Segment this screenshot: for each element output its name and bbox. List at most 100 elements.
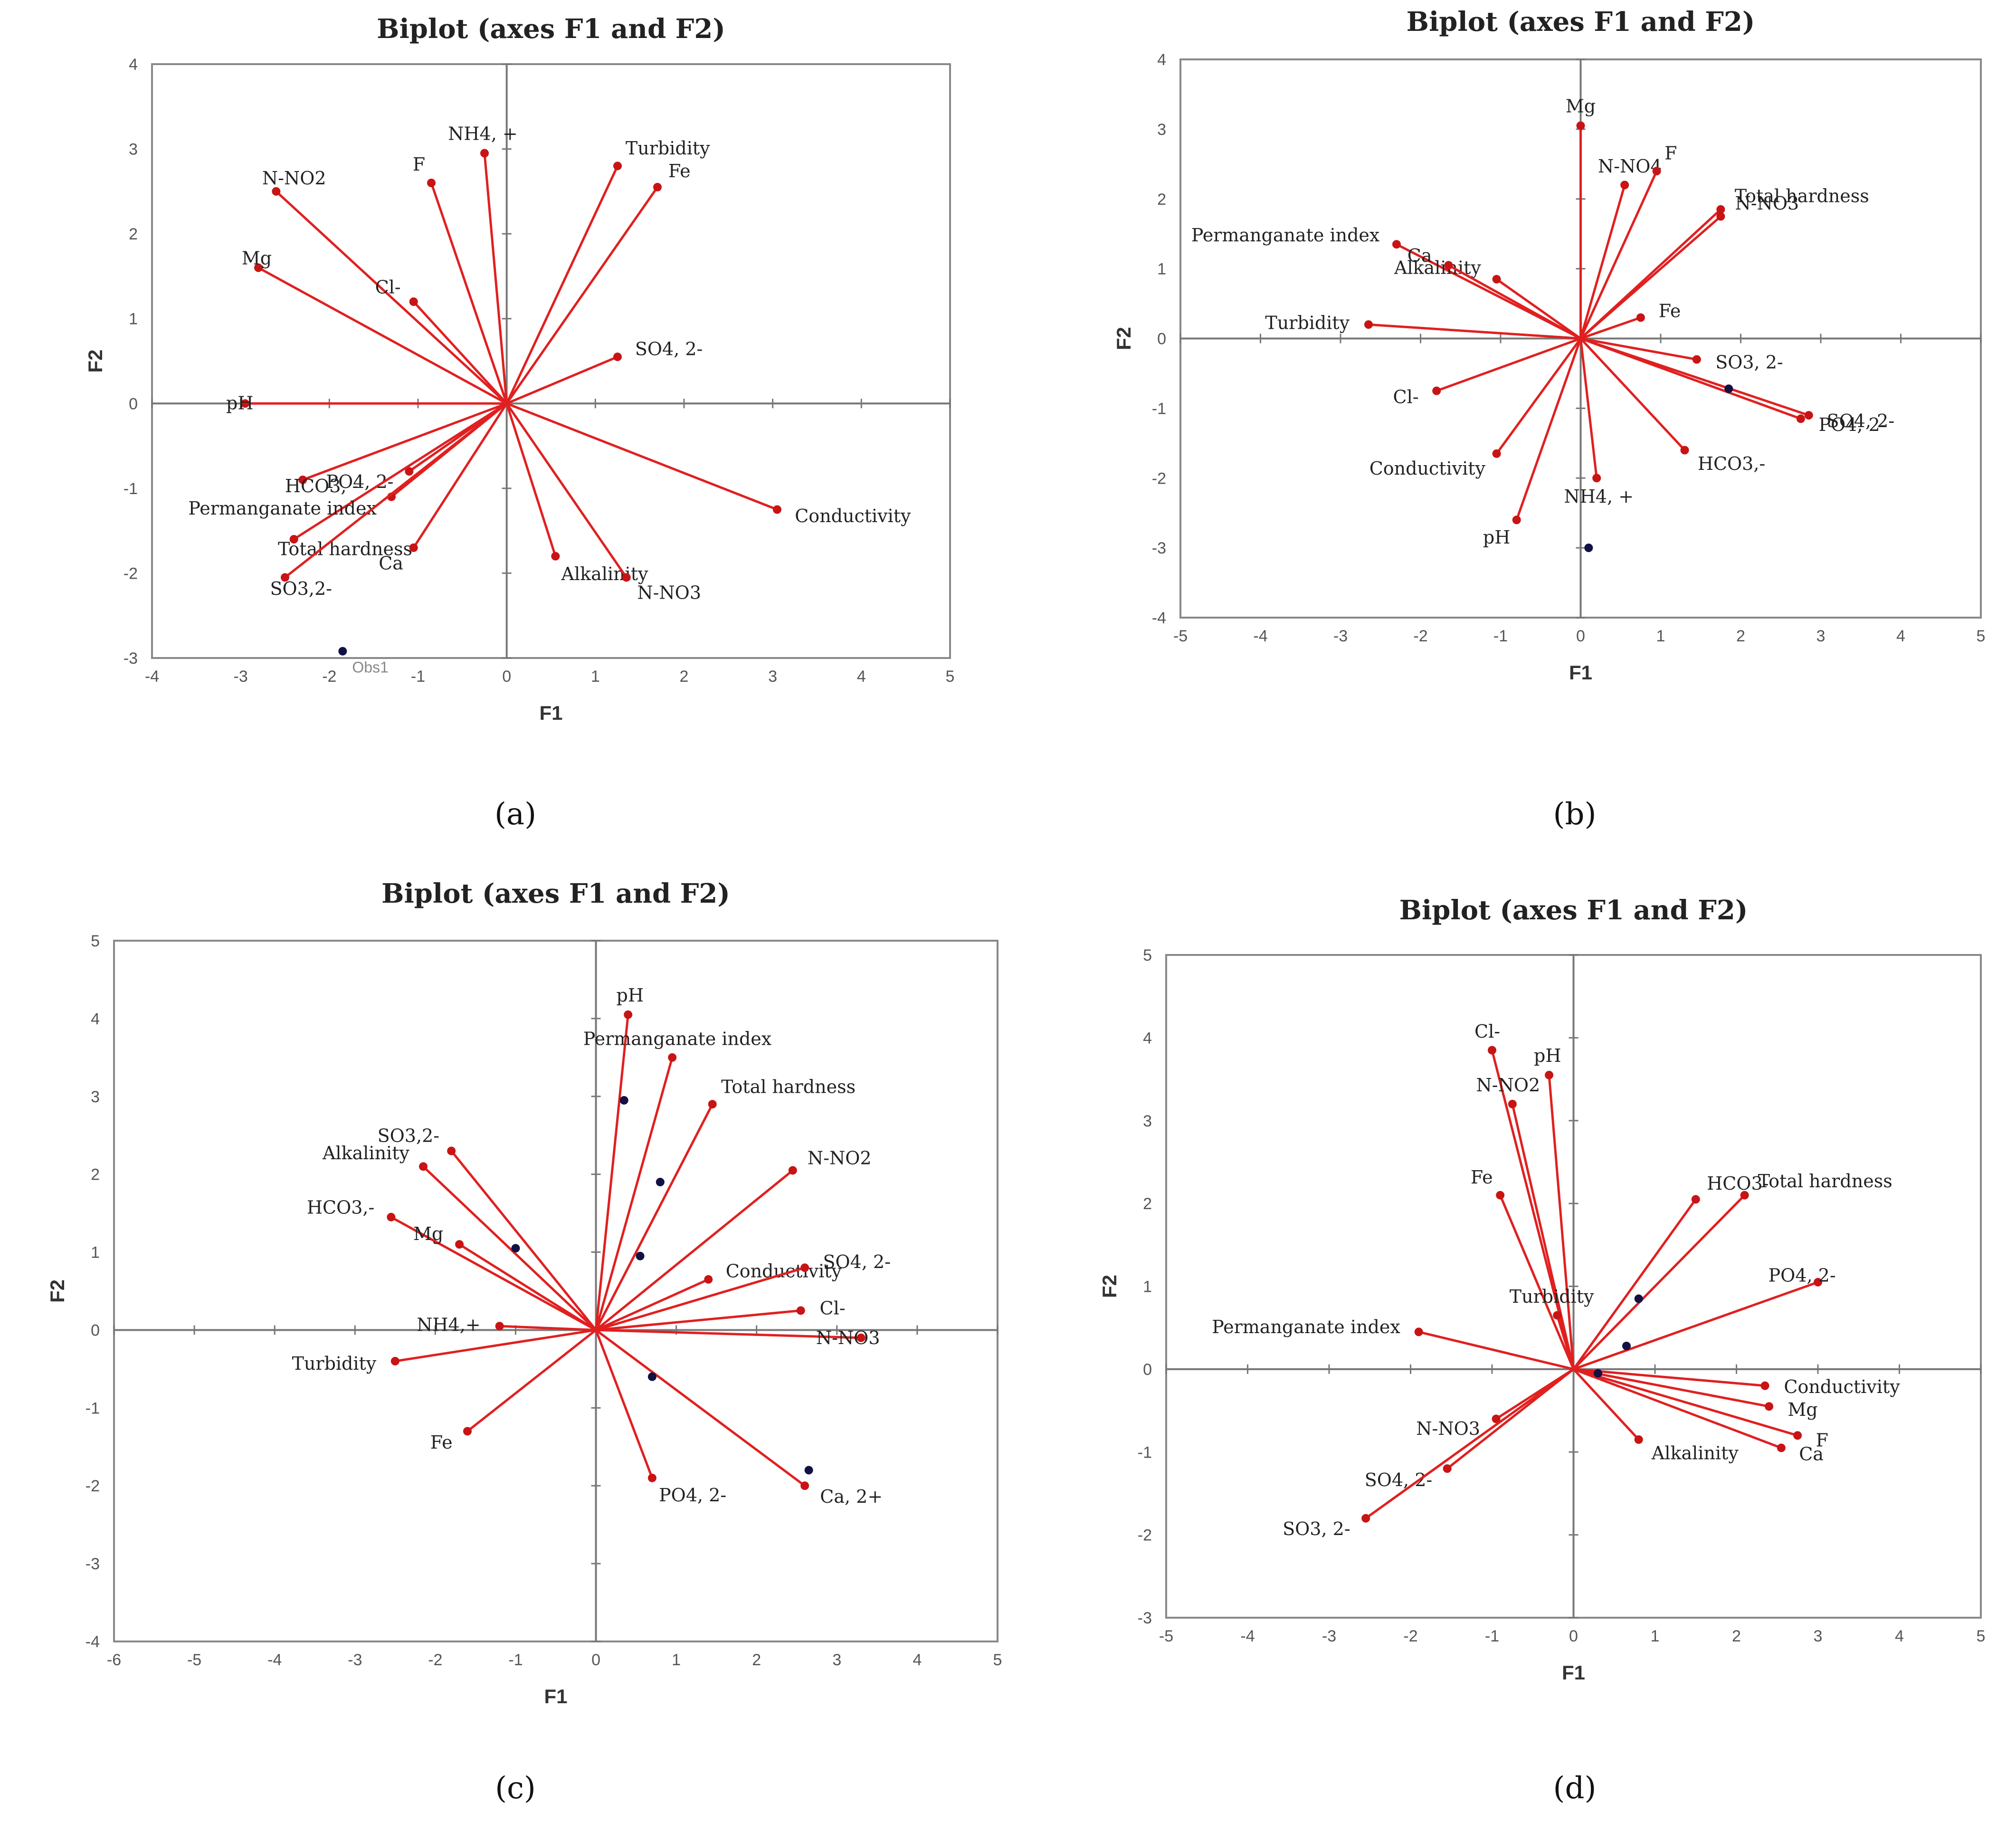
observation-point [647, 1372, 656, 1381]
vector-tip-cl [796, 1306, 805, 1315]
y-axis-label: F2 [1098, 1275, 1121, 1298]
vector-label-ca: Ca [1407, 245, 1432, 266]
vector-tip-fe [1496, 1191, 1505, 1200]
y-tick-label: 3 [1157, 121, 1166, 139]
vector-label-conductivity: Conductivity [1369, 458, 1486, 479]
x-tick-label: -1 [508, 1651, 523, 1669]
loading-vector-total-hardness [595, 1104, 713, 1331]
loading-vector-total-hardness [1572, 1194, 1746, 1370]
vector-label-hco3: HCO3,- [307, 1197, 374, 1218]
vector-tip-po4-2 [1814, 1278, 1822, 1287]
vector-tip-nh4 [480, 149, 489, 158]
vector-label-so4-2: SO4, 2- [635, 339, 703, 360]
vector-label-n-no3: N-NO3 [637, 582, 701, 603]
vector-label-cl: Cl- [375, 277, 401, 297]
vector-tip-so4-2 [800, 1263, 809, 1272]
vector-label-fe: Fe [1471, 1167, 1493, 1188]
observation-point [619, 1096, 628, 1105]
x-tick-label: 3 [768, 668, 777, 686]
vector-label-alkalinity: Alkalinity [322, 1143, 409, 1164]
vector-label-total-hardness: Total hardness [278, 539, 412, 560]
y-tick-label: 4 [91, 1010, 100, 1028]
vector-label-cl: Cl- [1474, 1021, 1500, 1042]
x-tick-label: 3 [832, 1651, 841, 1669]
loading-vector-so3-2 [1365, 1368, 1574, 1519]
x-tick-label: 3 [1814, 1627, 1823, 1645]
loading-vector-po4-2 [595, 1329, 654, 1479]
vector-tip-mg [254, 263, 263, 272]
vector-label-f: F [1816, 1430, 1828, 1451]
loading-vector-f [430, 182, 508, 404]
vector-label-permanganate-index: Permanganate index [188, 498, 377, 519]
vector-tip-permanganate-index [1392, 240, 1401, 249]
vector-tip-cl [409, 297, 418, 306]
vector-label-ph: pH [1483, 527, 1510, 548]
vector-tip-so3-2 [447, 1146, 456, 1155]
x-tick-label: 0 [591, 1651, 600, 1669]
vector-label-turbidity: Turbidity [292, 1353, 377, 1374]
panel-a: Biplot (axes F1 and F2) -4 -3 -2 -1 0 1 2 3 4 5 -3 -… [84, 13, 954, 832]
vector-tip-ph [624, 1010, 633, 1019]
x-tick-label: 2 [1736, 627, 1745, 645]
y-tick-label: 1 [91, 1244, 100, 1262]
vector-label-conductivity: Conductivity [726, 1261, 842, 1282]
vector-tip-turbidity [390, 1357, 399, 1365]
vector-tip-ca [1444, 261, 1453, 270]
chart-title: Biplot (axes F1 and F2) [381, 878, 730, 909]
y-axis-label: F2 [46, 1279, 68, 1303]
x-tick-label: 3 [1816, 627, 1826, 645]
loading-vector-hco3 [1572, 1198, 1697, 1370]
vector-tip-permanganate-index [1414, 1327, 1423, 1336]
vector-label-conductivity: Conductivity [1784, 1376, 1900, 1397]
loading-vector-conductivity [1573, 1368, 1765, 1387]
vector-tip-conductivity [1492, 449, 1501, 458]
loading-vector-ca [412, 402, 508, 549]
vector-label-so4-2: SO4, 2- [823, 1251, 891, 1272]
panel-caption: (a) [494, 797, 536, 832]
observation-point [511, 1244, 520, 1253]
loading-vector-n-no3 [505, 402, 628, 578]
chart-title: Biplot (axes F1 and F2) [377, 13, 725, 45]
loading-vector-cl [412, 301, 508, 404]
chart-title: Biplot (axes F1 and F2) [1407, 6, 1755, 38]
x-tick-label: -1 [1493, 627, 1508, 645]
y-tick-label: 2 [1157, 191, 1166, 209]
vector-label-n-no2: N-NO2 [262, 168, 326, 189]
vector-label-ca: Ca [379, 553, 403, 573]
vector-tip-hco3 [298, 476, 307, 484]
x-axis-label: F1 [539, 702, 562, 724]
loading-vector-ca [1448, 264, 1581, 340]
y-tick-label: -4 [86, 1633, 100, 1651]
vector-label-mg: Mg [242, 248, 272, 268]
y-tick-label: 2 [91, 1166, 100, 1184]
vector-label-so3-2: SO3,2- [270, 578, 332, 599]
y-tick-label: -1 [124, 480, 138, 498]
loading-vector-so4-2 [595, 1266, 805, 1331]
vector-label-n-no3: N-NO3 [1416, 1418, 1480, 1439]
y-tick-label: -2 [86, 1477, 100, 1495]
vector-tip-total-hardness [1716, 205, 1725, 214]
x-tick-label: 0 [1576, 627, 1585, 645]
vector-label-hco3: HCO3- [1707, 1173, 1769, 1194]
panel-caption: (d) [1553, 1771, 1597, 1806]
vector-tip-po4-2 [405, 467, 414, 476]
vector-tip-so4-2 [1804, 411, 1813, 420]
loading-vector-permanganate-index [1418, 1330, 1574, 1371]
y-tick-label: 0 [1143, 1361, 1152, 1379]
x-tick-label: -2 [1403, 1627, 1417, 1645]
loading-vector-turbidity [1556, 1315, 1575, 1370]
loading-vector-mg [1573, 1368, 1769, 1408]
vector-tip-so3-2 [281, 573, 289, 582]
vector-label-cl: Cl- [1393, 386, 1419, 407]
vector-label-so3-2: SO3, 2- [1715, 352, 1783, 373]
vector-tip-cl [1488, 1046, 1496, 1055]
y-tick-label: 2 [129, 225, 138, 243]
x-tick-label: -5 [1173, 627, 1188, 645]
loading-vector-conductivity [506, 402, 778, 511]
loading-vector-so4-2 [506, 355, 618, 405]
x-tick-label: 2 [680, 668, 689, 686]
x-axis-label: F1 [544, 1685, 567, 1708]
loading-vector-nh4 [483, 153, 508, 404]
vector-label-po4-2: PO4, 2- [1769, 1265, 1836, 1286]
loading-vector-n-no4 [1579, 184, 1626, 339]
